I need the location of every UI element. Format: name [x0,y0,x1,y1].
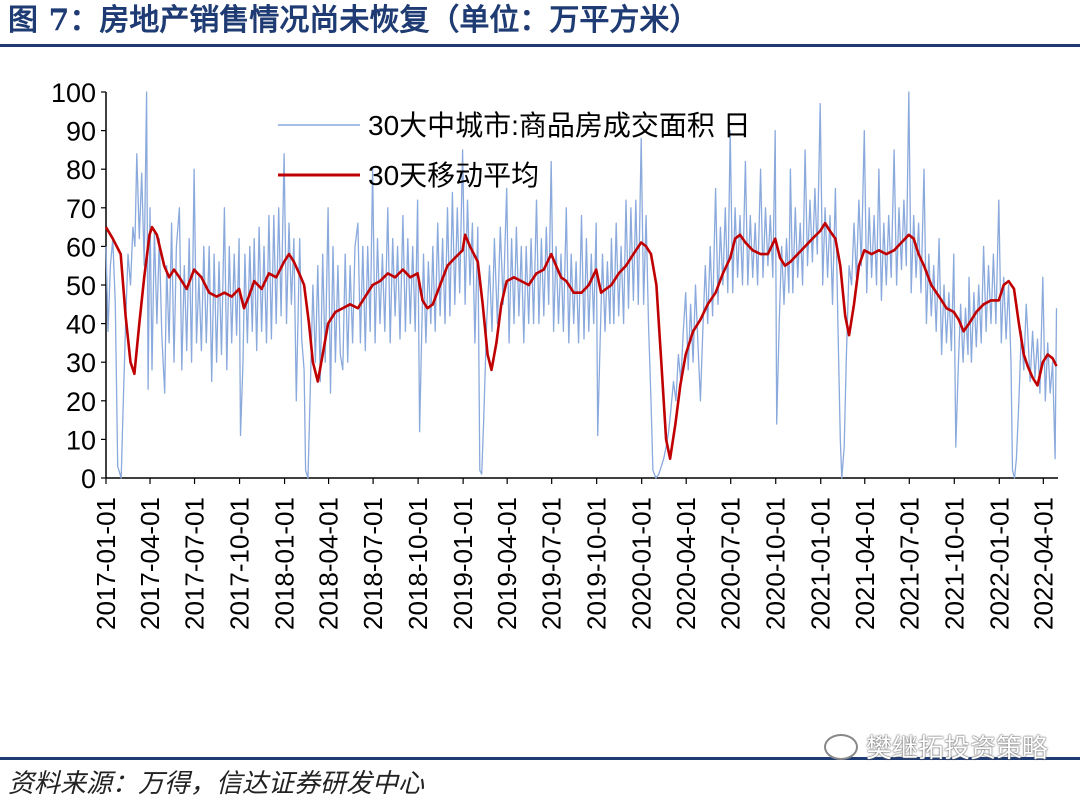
y-tick-label: 20 [66,387,96,417]
y-tick-label: 60 [66,232,96,262]
x-tick-label: 2022-04-01 [1028,497,1058,630]
y-tick-label: 40 [66,310,96,340]
x-tick-label: 2021-01-01 [806,497,836,630]
y-tick-label: 80 [66,155,96,185]
chart-area: 0 10 20 30 40 50 60 70 80 90 100 2017-01-01 2017-04-… [0,50,1080,750]
daily-area-series-line [105,91,1058,479]
line-chart: 0 10 20 30 40 50 60 70 80 90 100 2017-01-01 2017-04-… [51,78,1058,630]
title-rule [0,44,1080,47]
x-tick-label: 2017-10-01 [225,497,255,630]
footer-rule [0,757,1080,760]
x-tick-label: 2019-07-01 [537,497,567,630]
x-tick-label: 2017-01-01 [91,497,121,630]
legend-label: 30天移动平均 [368,160,539,191]
x-tick-label: 2021-04-01 [850,497,880,630]
x-tick-label: 2019-01-01 [448,497,478,630]
wechat-icon [823,733,858,760]
x-tick-label: 2017-04-01 [135,497,165,630]
y-tick-label: 0 [81,464,96,494]
x-tick-label: 2020-04-01 [671,497,701,630]
x-tick-label: 2017-07-01 [180,497,210,630]
y-tick-label: 30 [66,348,96,378]
y-tick-label: 50 [66,271,96,301]
legend-label: 30大中城市:商品房成交面积 日 [368,110,751,141]
x-tick-label: 2021-07-01 [894,497,924,630]
x-tick-label: 2018-07-01 [358,497,388,630]
x-tick-label: 2019-04-01 [492,497,522,630]
watermark: 樊继拓投资策略 [823,728,1048,765]
source-note: 资料来源：万得，信达证券研发中心 [8,769,425,799]
page-title: 图 7：房地产销售情况尚未恢复（单位：万平方米） [8,3,700,38]
x-tick-label: 2020-10-01 [761,497,791,630]
y-tick-label: 90 [66,117,96,147]
x-tick-label: 2018-04-01 [314,497,344,630]
moving-average-series-line [104,221,1058,460]
y-tick-label: 70 [66,194,96,224]
x-tick-label: 2021-10-01 [939,497,969,630]
watermark-text: 樊继拓投资策略 [865,734,1048,764]
x-tick-label: 2020-01-01 [627,497,657,630]
x-tick-label: 2019-10-01 [582,497,612,630]
x-tick-label: 2020-07-01 [716,497,746,630]
x-tick-label: 2018-10-01 [403,497,433,630]
x-tick-label: 2022-01-01 [984,497,1014,630]
y-tick-label: 100 [51,78,96,108]
y-tick-label: 10 [66,425,96,455]
x-tick-label: 2018-01-01 [270,497,300,630]
